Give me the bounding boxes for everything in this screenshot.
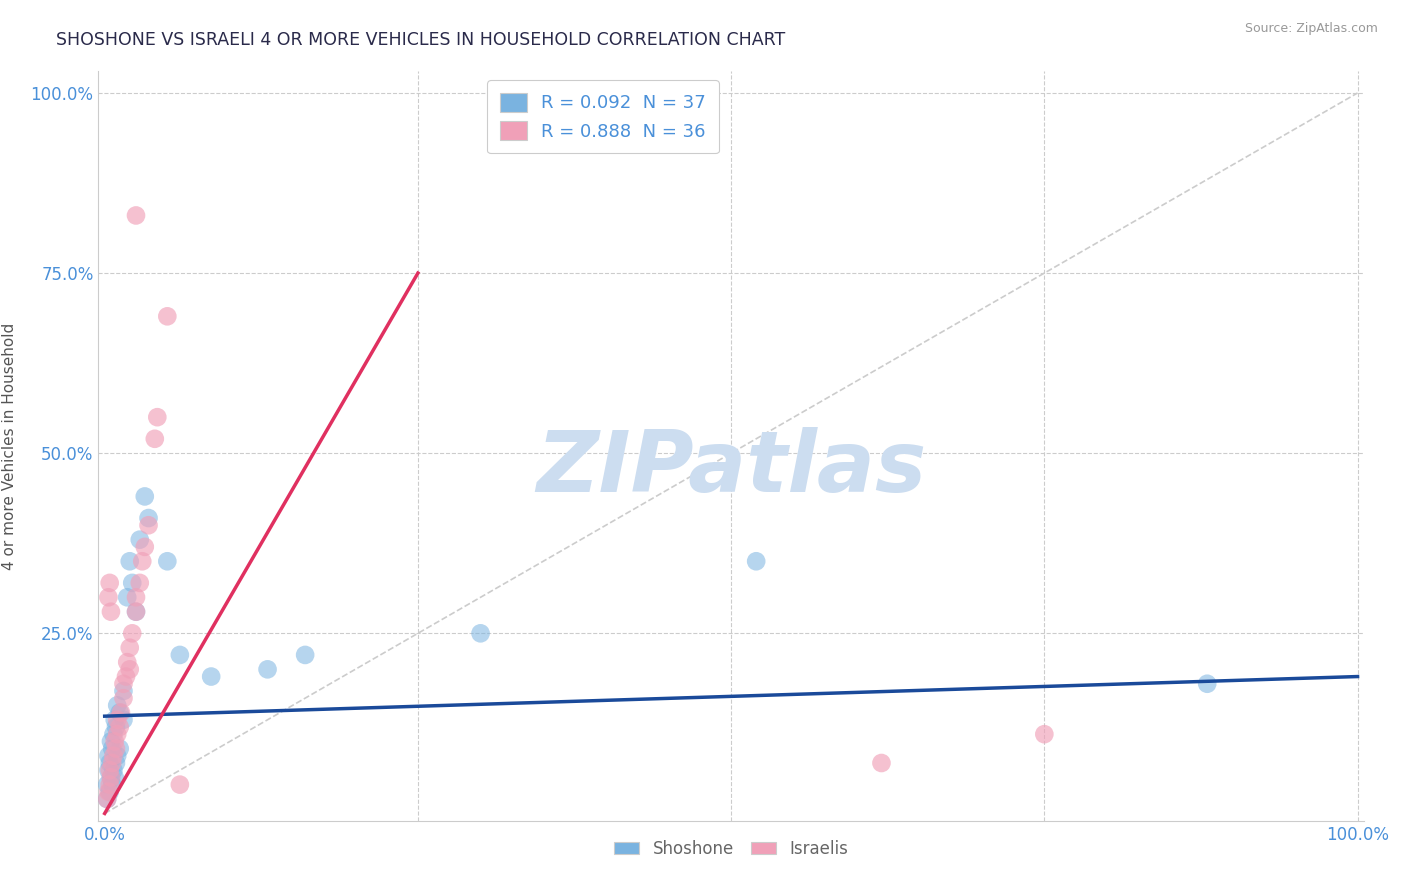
Point xyxy=(200,669,222,683)
Point xyxy=(103,748,125,763)
Point xyxy=(138,518,160,533)
Point xyxy=(105,713,128,727)
Point xyxy=(870,756,893,770)
Y-axis label: 4 or more Vehicles in Household: 4 or more Vehicles in Household xyxy=(1,322,17,570)
Point xyxy=(104,756,127,770)
Text: ZIPatlas: ZIPatlas xyxy=(536,427,927,510)
Point xyxy=(115,591,138,605)
Point xyxy=(1033,727,1056,741)
Point xyxy=(100,734,122,748)
Point xyxy=(104,734,127,748)
Point xyxy=(745,554,768,568)
Point xyxy=(101,741,124,756)
Text: Source: ZipAtlas.com: Source: ZipAtlas.com xyxy=(1244,22,1378,36)
Point xyxy=(128,533,150,547)
Point xyxy=(138,511,160,525)
Point xyxy=(97,748,120,763)
Point xyxy=(125,209,148,223)
Point xyxy=(470,626,492,640)
Point xyxy=(115,655,138,669)
Point xyxy=(134,490,156,504)
Point xyxy=(103,727,125,741)
Point xyxy=(100,605,122,619)
Point xyxy=(125,591,148,605)
Point xyxy=(121,575,143,590)
Point xyxy=(98,785,121,799)
Point xyxy=(100,771,122,785)
Legend: Shoshone, Israelis: Shoshone, Israelis xyxy=(607,833,855,864)
Point xyxy=(98,763,121,777)
Point xyxy=(97,763,120,777)
Point xyxy=(146,410,169,425)
Point xyxy=(105,698,128,713)
Point xyxy=(105,727,128,741)
Point xyxy=(110,706,132,720)
Point xyxy=(169,778,191,792)
Point xyxy=(97,591,120,605)
Point xyxy=(118,554,141,568)
Point xyxy=(115,669,138,683)
Point xyxy=(104,720,127,734)
Point xyxy=(104,741,127,756)
Point xyxy=(143,432,166,446)
Point xyxy=(112,684,135,698)
Point xyxy=(118,662,141,676)
Point xyxy=(294,648,316,662)
Point xyxy=(256,662,278,676)
Point xyxy=(96,792,118,806)
Point xyxy=(1197,677,1219,691)
Point xyxy=(169,648,191,662)
Point xyxy=(104,713,127,727)
Point xyxy=(112,677,135,691)
Point xyxy=(125,605,148,619)
Point xyxy=(98,756,121,770)
Point xyxy=(104,771,127,785)
Point xyxy=(98,575,121,590)
Point xyxy=(156,554,179,568)
Point xyxy=(112,691,135,706)
Point xyxy=(112,713,135,727)
Point xyxy=(101,778,124,792)
Point xyxy=(96,778,118,792)
Point xyxy=(97,785,120,799)
Text: SHOSHONE VS ISRAELI 4 OR MORE VEHICLES IN HOUSEHOLD CORRELATION CHART: SHOSHONE VS ISRAELI 4 OR MORE VEHICLES I… xyxy=(56,31,786,49)
Point xyxy=(98,778,121,792)
Point xyxy=(121,626,143,640)
Point xyxy=(96,792,118,806)
Point xyxy=(156,310,179,324)
Point xyxy=(101,756,124,770)
Point xyxy=(128,575,150,590)
Point xyxy=(108,720,131,734)
Point xyxy=(118,640,141,655)
Point xyxy=(100,771,122,785)
Point xyxy=(105,748,128,763)
Point xyxy=(125,605,148,619)
Point xyxy=(103,763,125,777)
Point xyxy=(108,741,131,756)
Point xyxy=(108,706,131,720)
Point xyxy=(131,554,153,568)
Point xyxy=(134,540,156,554)
